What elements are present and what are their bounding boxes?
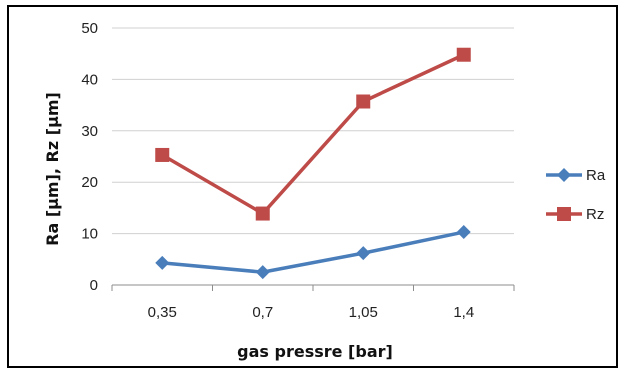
legend-marker — [557, 168, 571, 182]
series-ra — [155, 225, 471, 280]
x-tick-label: 1,4 — [453, 304, 474, 321]
x-axis — [111, 284, 515, 291]
y-tick-label: 20 — [81, 174, 98, 191]
series-line — [161, 53, 465, 216]
y-tick-label: 50 — [81, 20, 98, 37]
data-point — [356, 246, 371, 261]
data-point — [155, 255, 170, 270]
data-point — [356, 94, 371, 109]
data-point — [255, 206, 270, 221]
legend: Ra Rz — [546, 167, 606, 223]
data-point — [456, 225, 471, 240]
gridlines — [112, 27, 514, 235]
legend-item-ra: Ra — [546, 167, 606, 184]
x-tick-label: 0,7 — [252, 304, 273, 321]
series-layer — [155, 47, 471, 280]
chart-frame — [7, 5, 618, 368]
y-axis-title: Ra [µm], Rz [µm] — [43, 92, 62, 246]
legend-label: Rz — [586, 206, 604, 223]
data-point — [155, 147, 170, 162]
data-point — [456, 47, 471, 62]
legend-marker — [557, 207, 571, 221]
y-tick-labels: 0 10 20 30 40 50 — [81, 20, 98, 294]
y-tick-label: 40 — [81, 71, 98, 88]
x-tick-label: 0,35 — [148, 304, 177, 321]
x-tick-label: 1,05 — [349, 304, 378, 321]
y-tick-label: 0 — [90, 277, 98, 294]
y-tick-label: 30 — [81, 123, 98, 140]
x-axis-title: gas pressre [bar] — [237, 342, 393, 361]
series-line — [162, 230, 465, 274]
series-rz — [155, 47, 471, 221]
x-tick-labels: 0,35 0,7 1,05 1,4 — [148, 304, 475, 321]
y-tick-label: 10 — [81, 226, 98, 243]
legend-item-rz: Rz — [546, 206, 604, 223]
data-point — [255, 265, 270, 280]
legend-label: Ra — [586, 167, 606, 184]
